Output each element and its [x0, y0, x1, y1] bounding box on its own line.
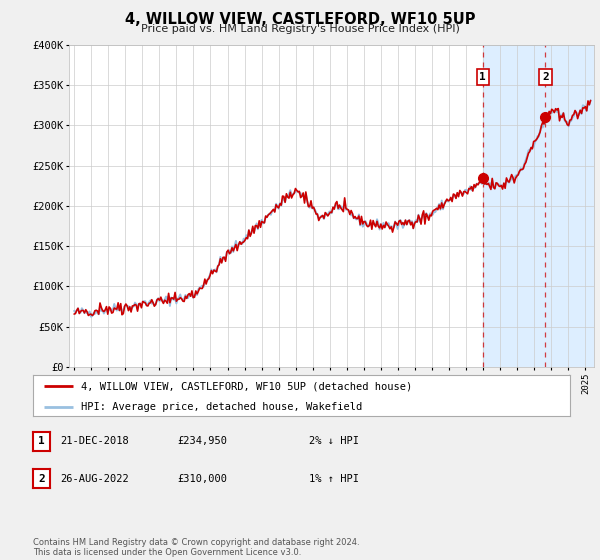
Bar — [482, 45, 600, 367]
Text: HPI: Average price, detached house, Wakefield: HPI: Average price, detached house, Wake… — [82, 402, 362, 412]
Text: 4, WILLOW VIEW, CASTLEFORD, WF10 5UP: 4, WILLOW VIEW, CASTLEFORD, WF10 5UP — [125, 12, 475, 27]
Text: 1: 1 — [479, 72, 486, 82]
Text: Price paid vs. HM Land Registry's House Price Index (HPI): Price paid vs. HM Land Registry's House … — [140, 24, 460, 34]
Text: £310,000: £310,000 — [177, 474, 227, 484]
Text: 21-DEC-2018: 21-DEC-2018 — [60, 436, 129, 446]
Text: 2: 2 — [38, 474, 45, 484]
Text: Contains HM Land Registry data © Crown copyright and database right 2024.
This d: Contains HM Land Registry data © Crown c… — [33, 538, 359, 557]
Text: 1% ↑ HPI: 1% ↑ HPI — [309, 474, 359, 484]
Text: 26-AUG-2022: 26-AUG-2022 — [60, 474, 129, 484]
Text: 4, WILLOW VIEW, CASTLEFORD, WF10 5UP (detached house): 4, WILLOW VIEW, CASTLEFORD, WF10 5UP (de… — [82, 381, 413, 391]
Text: 2: 2 — [542, 72, 549, 82]
Text: 2% ↓ HPI: 2% ↓ HPI — [309, 436, 359, 446]
Text: £234,950: £234,950 — [177, 436, 227, 446]
Text: 1: 1 — [38, 436, 45, 446]
